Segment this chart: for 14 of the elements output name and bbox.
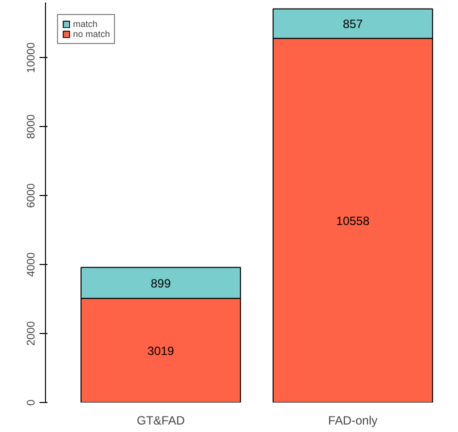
data-label: 857 xyxy=(342,17,364,32)
y-tick-label: 4000 xyxy=(26,252,38,277)
legend-label: match xyxy=(73,19,98,29)
y-tick-label: 8000 xyxy=(26,114,38,139)
x-tick-label: FAD-only xyxy=(328,414,378,428)
data-label: 3019 xyxy=(147,344,174,358)
y-tick-label: 0 xyxy=(26,399,38,406)
y-tick-label: 10000 xyxy=(26,42,38,73)
x-tick-label: GT&FAD xyxy=(136,414,186,428)
y-tick-label: 6000 xyxy=(26,183,38,208)
data-label: 10558 xyxy=(336,214,370,228)
data-label: 899 xyxy=(150,276,172,290)
y-tick-label: 2000 xyxy=(26,321,38,346)
legend-label: no match xyxy=(73,29,110,39)
